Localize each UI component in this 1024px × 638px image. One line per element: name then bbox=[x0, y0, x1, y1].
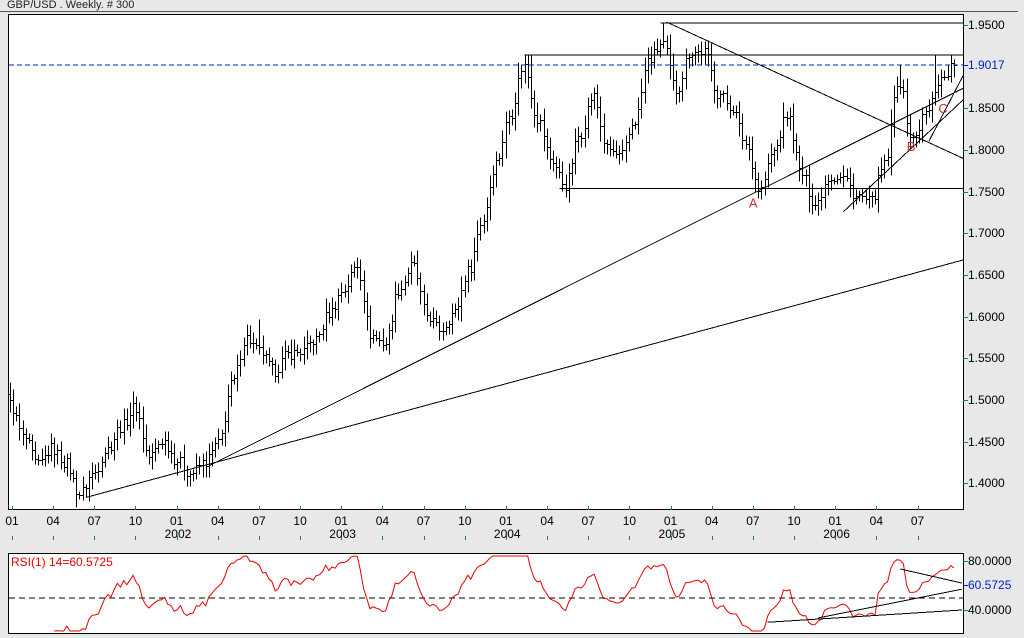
time-axis-tick bbox=[917, 536, 919, 540]
price-tick-label: 1.6500 bbox=[968, 267, 1005, 282]
time-tick-label: 10 bbox=[787, 514, 801, 528]
time-axis-tick bbox=[53, 536, 55, 540]
price-tick-label: 1.8000 bbox=[968, 142, 1005, 157]
price-tick-label: 1.4000 bbox=[968, 476, 1005, 491]
time-tick-label: 07 bbox=[746, 514, 760, 528]
time-axis-tick bbox=[835, 536, 837, 540]
time-axis-tick bbox=[588, 536, 590, 540]
time-axis-tick bbox=[258, 536, 260, 540]
year-label: 2006 bbox=[823, 527, 850, 541]
time-axis-tick bbox=[176, 536, 178, 540]
time-axis-tick bbox=[423, 536, 425, 540]
time-tick-label: 01 bbox=[5, 514, 19, 528]
time-tick-label: 04 bbox=[869, 514, 884, 528]
long-uptrend-inner[interactable] bbox=[208, 87, 963, 467]
price-tick-label: 1.8500 bbox=[968, 101, 1005, 116]
wedge-line-c[interactable] bbox=[928, 75, 963, 142]
price-tick-label: 1.4500 bbox=[968, 434, 1005, 449]
time-tick-label: 04 bbox=[211, 514, 225, 528]
time-axis-tick bbox=[135, 536, 137, 540]
time-axis-tick bbox=[217, 536, 219, 540]
rsi-tick-label: 80.0000 bbox=[968, 554, 1012, 568]
annotation-c[interactable]: C bbox=[938, 101, 947, 116]
time-tick-label: 01 bbox=[169, 514, 184, 528]
time-axis-tick bbox=[12, 536, 13, 540]
rsi-trendline-2[interactable] bbox=[767, 609, 962, 623]
time-axis-tick bbox=[505, 536, 507, 540]
rsi-line bbox=[54, 555, 955, 632]
time-axis-tick bbox=[711, 536, 713, 540]
rsi-indicator-label: RSI(1) 14=60.5725 bbox=[11, 555, 113, 569]
price-tick-label: 1.7000 bbox=[968, 226, 1005, 241]
time-tick-label: 04 bbox=[540, 514, 554, 528]
price-tick-label: 1.5500 bbox=[968, 351, 1005, 366]
time-axis-tick bbox=[341, 536, 343, 540]
year-label: 2005 bbox=[658, 527, 686, 541]
rsi-panel[interactable] bbox=[8, 553, 964, 634]
rsi-current-label: 60.5725 bbox=[968, 577, 1012, 592]
time-axis-tick bbox=[94, 536, 96, 540]
year-label: 2003 bbox=[329, 527, 356, 541]
window-title: GBP/USD . Weekly. # 300 bbox=[7, 0, 135, 11]
year-label: 2004 bbox=[493, 527, 521, 541]
price-tick-label: 1.5000 bbox=[968, 392, 1005, 407]
time-axis-tick bbox=[752, 536, 754, 540]
year-label: 2002 bbox=[164, 527, 192, 541]
time-tick-label: 10 bbox=[458, 514, 472, 528]
rsi-trendline-3[interactable] bbox=[818, 588, 962, 619]
time-tick-label: 04 bbox=[375, 514, 390, 528]
rsi-trendline-1[interactable] bbox=[900, 568, 962, 584]
time-tick-label: 07 bbox=[416, 514, 431, 528]
price-tick-label: 1.7500 bbox=[968, 184, 1005, 199]
time-axis-tick bbox=[464, 536, 466, 540]
time-tick-label: 07 bbox=[252, 514, 266, 528]
time-tick-label: 04 bbox=[46, 514, 60, 528]
time-axis-tick bbox=[629, 536, 631, 540]
time-axis-tick bbox=[876, 536, 878, 540]
annotation-b[interactable]: B bbox=[907, 139, 916, 154]
time-tick-label: 01 bbox=[828, 514, 842, 528]
time-tick-label: 07 bbox=[87, 514, 101, 528]
time-tick-label: 10 bbox=[622, 514, 637, 528]
downtrend-from-peak[interactable] bbox=[666, 21, 963, 159]
time-tick-label: 01 bbox=[334, 514, 348, 528]
time-tick-label: 01 bbox=[499, 514, 513, 528]
time-tick-label: 07 bbox=[910, 514, 925, 528]
time-tick-label: 04 bbox=[705, 514, 719, 528]
window-titlebar: GBP/USD . Weekly. # 300 bbox=[0, 0, 1018, 12]
time-axis-tick bbox=[300, 536, 302, 540]
price-tick-label: 1.6000 bbox=[968, 309, 1005, 324]
price-tick-label: 1.9500 bbox=[968, 18, 1005, 32]
ohlc-bars bbox=[9, 23, 957, 508]
time-axis-tick bbox=[794, 536, 796, 540]
time-axis-tick bbox=[547, 536, 549, 540]
steep-uptrend-2006[interactable] bbox=[843, 99, 963, 213]
time-tick-label: 01 bbox=[663, 514, 678, 528]
main-chart[interactable]: A B C bbox=[8, 14, 964, 510]
time-axis-tick bbox=[382, 536, 384, 540]
current-price-label: 1.9017 bbox=[968, 58, 1005, 73]
time-tick-label: 10 bbox=[293, 514, 307, 528]
time-tick-label: 10 bbox=[128, 514, 143, 528]
annotation-a[interactable]: A bbox=[749, 195, 758, 210]
rsi-tick-label: 40.0000 bbox=[968, 603, 1012, 617]
time-axis-tick bbox=[670, 536, 672, 540]
time-tick-label: 07 bbox=[581, 514, 595, 528]
long-uptrend-outer[interactable] bbox=[85, 259, 963, 498]
